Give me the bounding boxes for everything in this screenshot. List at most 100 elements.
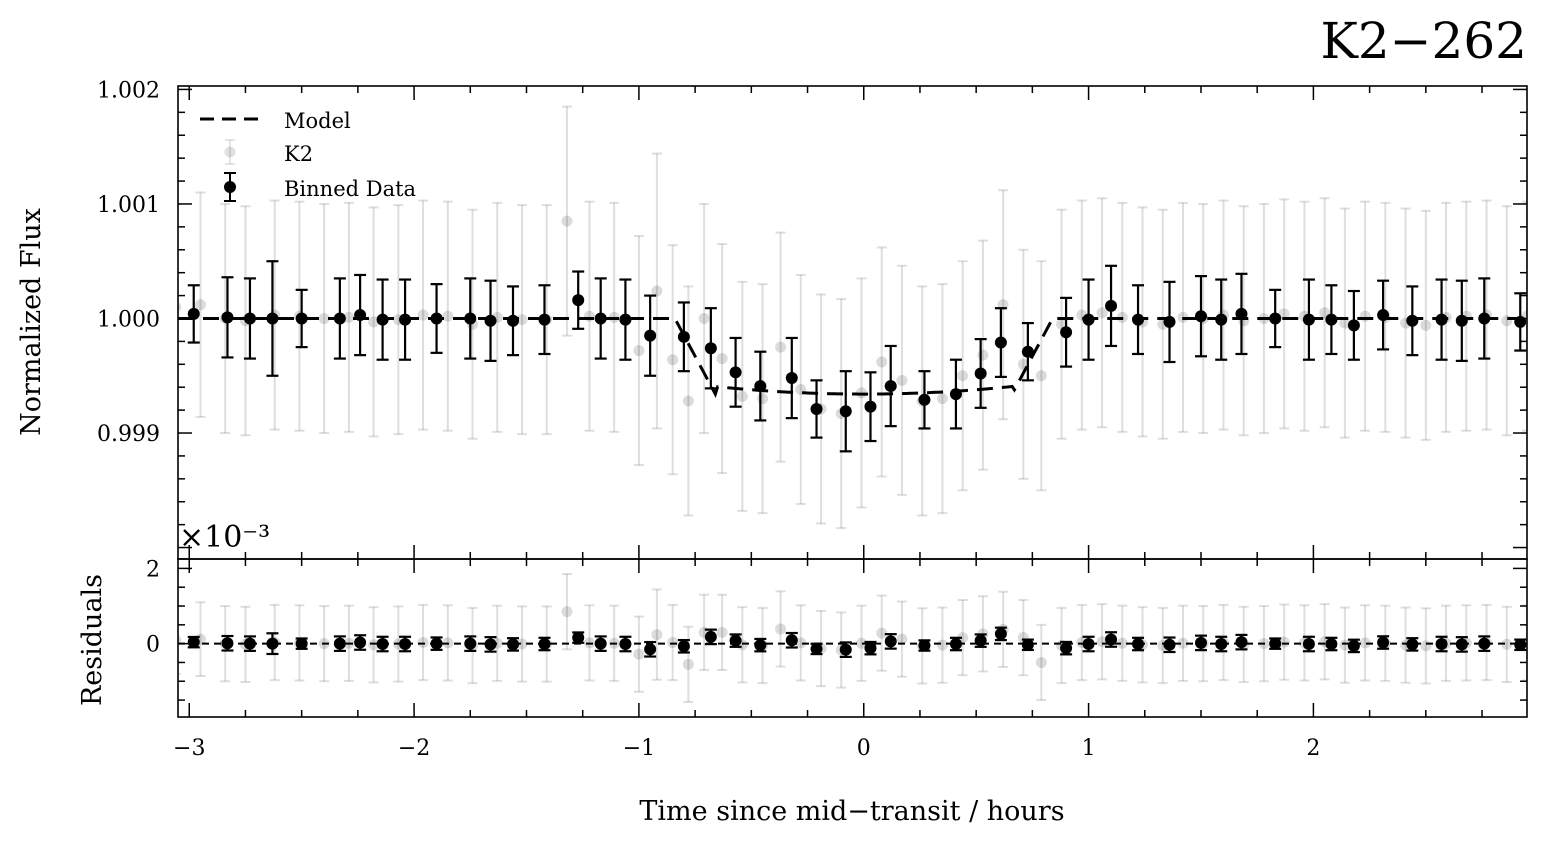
k2-point-marker	[1278, 308, 1290, 320]
k2-point-marker	[442, 310, 454, 322]
binned-residual-point	[949, 636, 962, 652]
binned-point	[1325, 284, 1338, 356]
binned-residual-point-marker	[994, 627, 1007, 640]
binned-point-marker	[1163, 315, 1176, 328]
binned-residual-point	[484, 636, 497, 653]
k2-residual-point-marker	[1359, 637, 1371, 649]
binned-residual-point	[839, 641, 852, 659]
binned-residual-point-marker	[1235, 636, 1248, 649]
binned-point	[754, 350, 767, 422]
binned-residual-point-marker	[221, 637, 234, 650]
k2-point-marker	[1035, 370, 1047, 382]
flux-axis-title: Normalized Flux	[16, 208, 47, 436]
k2-residual-point	[417, 603, 429, 682]
binned-point-marker	[1514, 315, 1527, 328]
k2-point	[936, 283, 948, 515]
binned-residual-point	[1132, 636, 1145, 652]
binned-point	[1215, 278, 1228, 361]
binned-point	[994, 307, 1007, 379]
binned-point-marker	[243, 312, 256, 325]
binned-residual-point-marker	[399, 638, 412, 651]
binned-point	[538, 284, 551, 356]
binned-residual-point-marker	[785, 634, 798, 647]
binned-point	[884, 344, 897, 428]
binned-residual-point-marker	[677, 640, 690, 653]
k2-residual-point	[516, 605, 528, 683]
binned-residual-point-marker	[1347, 639, 1360, 652]
binned-residual-point-marker	[1302, 638, 1315, 651]
k2-residual-point-marker	[1035, 656, 1047, 668]
binned-residual-point-marker	[1406, 638, 1419, 651]
binned-residual-point-marker	[704, 630, 717, 643]
binned-point-marker	[619, 313, 632, 326]
binned-point-marker	[484, 314, 497, 327]
k2-point	[775, 231, 787, 463]
k2-point	[491, 201, 503, 433]
x-tick-label: 1	[1082, 736, 1096, 761]
binned-point-marker	[507, 314, 520, 327]
binned-point	[221, 276, 234, 359]
k2-residual-point-marker	[682, 658, 694, 670]
binned-point-marker	[729, 366, 742, 379]
binned-residual-point	[994, 626, 1007, 642]
k2-residual-point-marker	[1116, 637, 1128, 649]
k2-point-marker	[757, 393, 769, 405]
binned-point-marker	[918, 393, 931, 406]
k2-point-marker	[1096, 307, 1108, 319]
k2-point	[682, 285, 694, 517]
k2-point-marker	[698, 312, 710, 324]
binned-point-marker	[538, 313, 551, 326]
binned-residual-point-marker	[1325, 638, 1338, 651]
binned-residual-point	[644, 640, 657, 658]
residual-y-tick-label: 0	[146, 633, 160, 658]
binned-point	[333, 277, 346, 360]
flux-y-tick-label: 1.001	[97, 193, 160, 218]
residual-y-tick-label: 2	[146, 557, 160, 582]
binned-residual-point	[918, 639, 931, 652]
residual-y-tick-labels: 02	[146, 557, 160, 657]
k2-point-marker	[1339, 317, 1351, 329]
k2-residual-point	[855, 604, 867, 682]
k2-point	[1278, 198, 1290, 430]
k2-point	[736, 280, 748, 512]
k2-residual-point-marker	[178, 634, 182, 645]
binned-point	[1060, 296, 1073, 368]
k2-point-marker	[651, 285, 663, 297]
k2-point	[442, 200, 454, 432]
binned-point-marker	[1455, 314, 1468, 327]
k2-residual-point-marker	[667, 637, 679, 649]
legend-binned-swatch	[224, 172, 236, 202]
k2-residual-point	[795, 604, 807, 682]
k2-residual-point	[178, 605, 182, 675]
k2-point	[1420, 209, 1432, 441]
k2-point	[876, 246, 888, 478]
k2-point	[633, 235, 645, 467]
binned-residual-point	[785, 631, 798, 649]
k2-point	[1319, 197, 1331, 429]
binned-residual-point	[619, 635, 632, 653]
k2-residual-point-marker	[716, 626, 728, 638]
binned-residual-point-marker	[594, 637, 607, 650]
axis-ticks	[178, 86, 1527, 717]
binned-point	[974, 338, 987, 409]
k2-point-marker	[936, 393, 948, 405]
binned-residual-point-marker	[839, 643, 852, 656]
k2-point-marker	[977, 349, 989, 361]
k2-residual-point	[1116, 604, 1128, 682]
binned-point-marker	[1021, 345, 1034, 358]
k2-point	[1359, 200, 1371, 432]
binned-residual-point	[1478, 635, 1491, 652]
binned-residual-point-marker	[1215, 638, 1228, 651]
k2-residual-point-marker	[1339, 639, 1351, 651]
binned-point-marker	[1060, 326, 1073, 339]
k2-point	[318, 202, 330, 435]
k2-residual-point-marker	[368, 639, 380, 651]
binned-residual-point	[430, 636, 443, 651]
k2-residual-point	[775, 590, 787, 668]
binned-residual-point-marker	[1269, 637, 1282, 650]
k2-residual-point-marker	[633, 648, 645, 660]
binned-residual-point	[507, 637, 520, 652]
binned-point	[243, 277, 256, 360]
k2-residual-point-marker	[516, 638, 528, 650]
binned-residual-point-marker	[1105, 633, 1118, 646]
